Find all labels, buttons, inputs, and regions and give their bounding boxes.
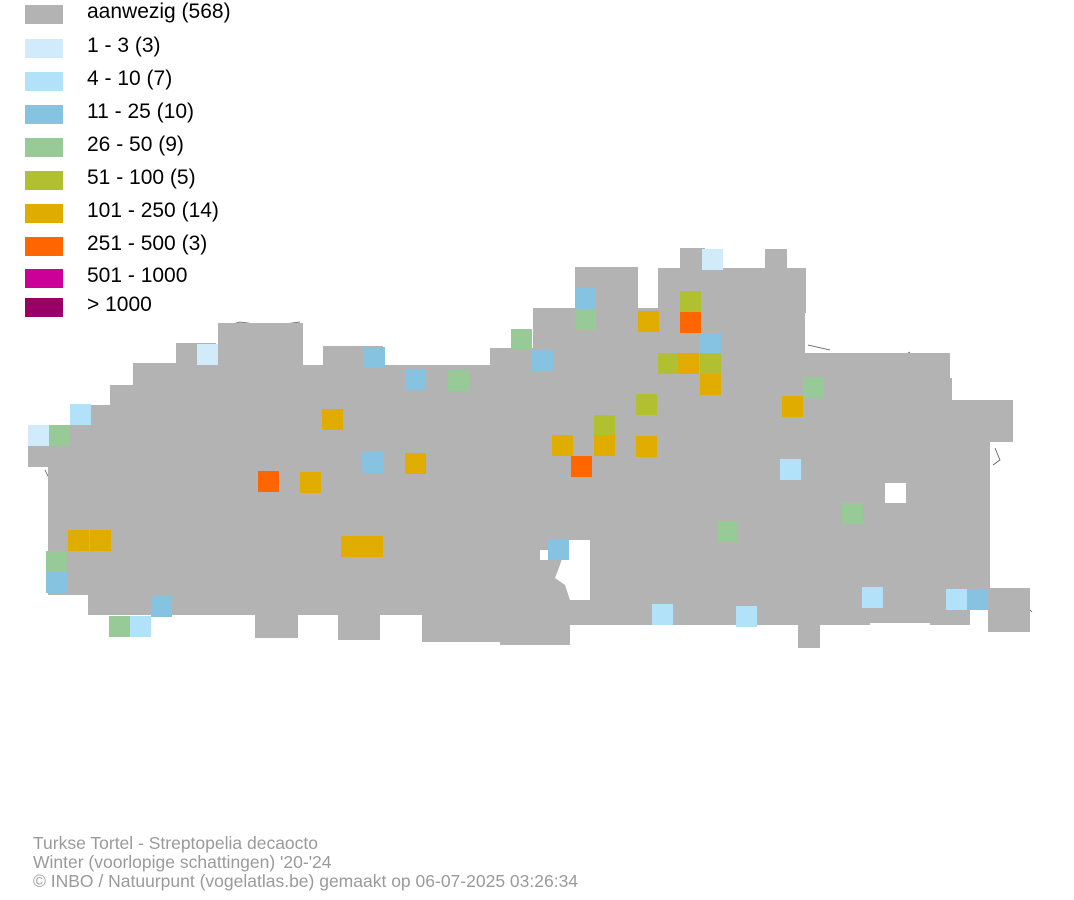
count-cell <box>700 353 721 374</box>
count-cell <box>70 404 91 425</box>
count-cell <box>575 288 596 309</box>
count-cell <box>90 530 111 551</box>
count-cell <box>46 551 67 572</box>
count-cell <box>946 589 967 610</box>
count-cell <box>68 530 89 551</box>
count-cell <box>862 587 883 608</box>
count-cell <box>717 521 738 542</box>
count-cell <box>636 436 657 457</box>
count-cell <box>638 311 659 332</box>
legend-label: 26 - 50 (9) <box>87 133 184 156</box>
count-cell <box>594 435 615 456</box>
legend-label: 1 - 3 (3) <box>87 34 161 57</box>
legend-swatch <box>25 5 63 24</box>
period-subtitle: Winter (voorlopige schattingen) '20-'24 <box>33 852 332 872</box>
count-cell <box>575 309 596 330</box>
count-cell <box>258 471 279 492</box>
count-cell <box>552 435 573 456</box>
count-cell <box>700 333 721 354</box>
count-cell <box>130 616 151 637</box>
legend-label: 11 - 25 (10) <box>87 100 194 123</box>
count-cell <box>511 329 532 350</box>
count-cell <box>109 616 130 637</box>
legend-swatch <box>25 204 63 223</box>
legend-label: > 1000 <box>87 293 152 316</box>
legend-label: aanwezig (568) <box>87 0 231 23</box>
legend-swatch <box>25 39 63 58</box>
count-cell <box>636 394 657 415</box>
count-cell <box>300 472 321 493</box>
legend-swatch <box>25 269 63 288</box>
count-cell <box>322 409 343 430</box>
count-cell <box>197 344 218 365</box>
legend-label: 251 - 500 (3) <box>87 232 208 255</box>
count-cell <box>680 312 701 333</box>
legend-label: 101 - 250 (14) <box>87 199 219 222</box>
count-cell <box>46 572 67 593</box>
count-cells <box>28 249 988 637</box>
count-cell <box>362 452 383 473</box>
count-cell <box>736 606 757 627</box>
count-cell <box>780 459 801 480</box>
legend-swatch <box>25 72 63 91</box>
legend-swatch <box>25 138 63 157</box>
count-cell <box>658 353 679 374</box>
count-cell <box>341 536 362 557</box>
legend-swatch <box>25 298 63 317</box>
count-cell <box>782 396 803 417</box>
legend-swatch <box>25 171 63 190</box>
credit-line: © INBO / Natuurpunt (vogelatlas.be) gema… <box>33 871 579 891</box>
count-cell <box>803 377 824 398</box>
species-title: Turkse Tortel - Streptopelia decaocto <box>33 833 319 853</box>
count-cell <box>364 347 385 368</box>
count-cell <box>594 415 615 436</box>
count-cell <box>405 369 426 390</box>
count-cell <box>842 503 863 524</box>
legend-label: 51 - 100 (5) <box>87 166 196 189</box>
count-cell <box>652 604 673 625</box>
map-caption: Turkse Tortel - Streptopelia decaocto Wi… <box>33 834 578 891</box>
count-cell <box>532 350 553 371</box>
legend-label: 501 - 1000 <box>87 264 188 287</box>
count-cell <box>28 425 49 446</box>
count-cell <box>448 370 469 391</box>
count-cell <box>702 249 723 270</box>
legend-swatch <box>25 237 63 256</box>
count-cell <box>700 374 721 395</box>
count-cell <box>967 589 988 610</box>
count-cell <box>548 539 569 560</box>
count-cell <box>151 596 172 617</box>
count-cell <box>680 291 701 312</box>
count-cell <box>405 453 426 474</box>
legend-label: 4 - 10 (7) <box>87 67 173 90</box>
count-cell <box>49 425 70 446</box>
count-cell <box>571 456 592 477</box>
legend-swatch <box>25 105 63 124</box>
count-cell <box>678 353 699 374</box>
count-cell <box>362 536 383 557</box>
